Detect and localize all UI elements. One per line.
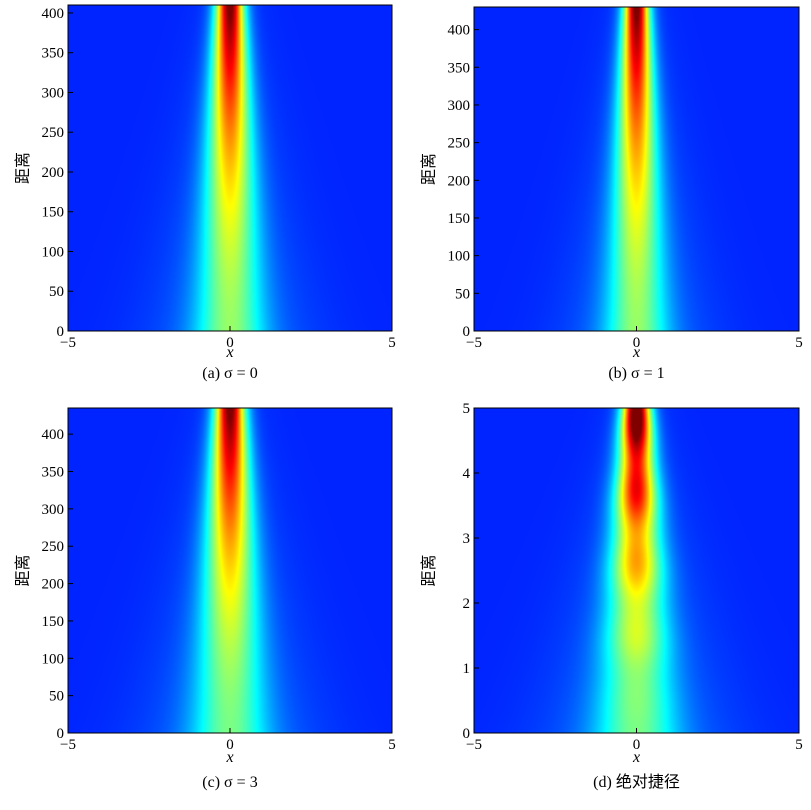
y-tick-label: 50 (49, 689, 64, 705)
y-tick-label: 150 (448, 211, 471, 227)
y-tick-label: 200 (42, 165, 65, 181)
y-tick-label: 5 (463, 401, 471, 417)
y-tick-label: 100 (42, 651, 65, 667)
y-tick-label: 4 (463, 466, 471, 482)
y-tick-label: 350 (448, 60, 471, 76)
x-tick-label: 0 (226, 335, 234, 351)
y-tick-label: 0 (57, 324, 65, 340)
y-tick-label: 0 (57, 726, 65, 742)
y-tick-label: 1 (463, 661, 471, 677)
x-axis-label: x (225, 749, 233, 766)
heatmap-image (68, 5, 392, 331)
heatmap-image (68, 408, 392, 733)
y-tick-label: 2 (463, 596, 471, 612)
x-tick-label: 0 (633, 335, 641, 351)
x-tick-label: 5 (795, 335, 803, 351)
y-axis-label: 距离 (14, 554, 32, 586)
y-tick-label: 250 (448, 136, 471, 152)
y-axis-label: 距离 (420, 153, 438, 185)
y-axis-label: 距离 (14, 152, 32, 184)
y-tick-label: 50 (455, 286, 470, 302)
y-tick-label: 400 (448, 23, 471, 39)
x-tick-label: 5 (388, 737, 396, 753)
y-tick-label: 50 (49, 284, 64, 300)
heatmap-image (474, 7, 799, 331)
panel-caption: (b) σ = 1 (608, 365, 664, 382)
panel-caption: (c) σ = 3 (202, 774, 257, 791)
x-tick-label: −5 (466, 335, 482, 351)
y-tick-label: 300 (42, 85, 65, 101)
x-tick-label: 0 (633, 737, 641, 753)
x-axis-label: x (632, 344, 640, 361)
x-tick-label: 5 (795, 737, 803, 753)
y-tick-label: 150 (42, 205, 65, 221)
x-tick-label: 5 (388, 335, 396, 351)
y-tick-label: 0 (463, 726, 471, 742)
x-tick-label: −5 (60, 335, 76, 351)
y-tick-label: 400 (42, 6, 65, 22)
y-tick-label: 3 (463, 531, 471, 547)
y-tick-label: 0 (463, 324, 471, 340)
y-tick-label: 200 (448, 173, 471, 189)
y-tick-label: 250 (42, 125, 65, 141)
x-tick-label: −5 (466, 737, 482, 753)
heatmap-image (474, 408, 799, 733)
panel-caption: (a) σ = 0 (202, 365, 257, 382)
y-tick-label: 150 (42, 614, 65, 630)
y-tick-label: 100 (448, 249, 471, 265)
y-tick-label: 200 (42, 577, 65, 593)
y-tick-label: 250 (42, 539, 65, 555)
panel-caption: (d) 绝对捷径 (593, 773, 680, 791)
y-tick-label: 400 (42, 427, 65, 443)
y-tick-label: 350 (42, 465, 65, 481)
x-tick-label: −5 (60, 737, 76, 753)
x-axis-label: x (632, 749, 640, 766)
y-tick-label: 100 (42, 244, 65, 260)
x-tick-label: 0 (226, 737, 234, 753)
y-tick-label: 350 (42, 46, 65, 62)
y-axis-label: 距离 (420, 554, 438, 586)
y-tick-label: 300 (42, 502, 65, 518)
y-tick-label: 300 (448, 98, 471, 114)
x-axis-label: x (225, 344, 233, 361)
